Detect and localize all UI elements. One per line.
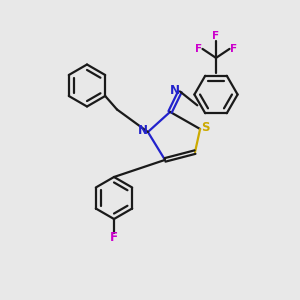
Text: S: S bbox=[201, 121, 210, 134]
Text: N: N bbox=[137, 124, 148, 137]
Text: F: F bbox=[110, 231, 118, 244]
Text: F: F bbox=[195, 44, 202, 54]
Text: N: N bbox=[169, 83, 180, 97]
Text: F: F bbox=[230, 44, 237, 54]
Text: F: F bbox=[212, 31, 220, 41]
